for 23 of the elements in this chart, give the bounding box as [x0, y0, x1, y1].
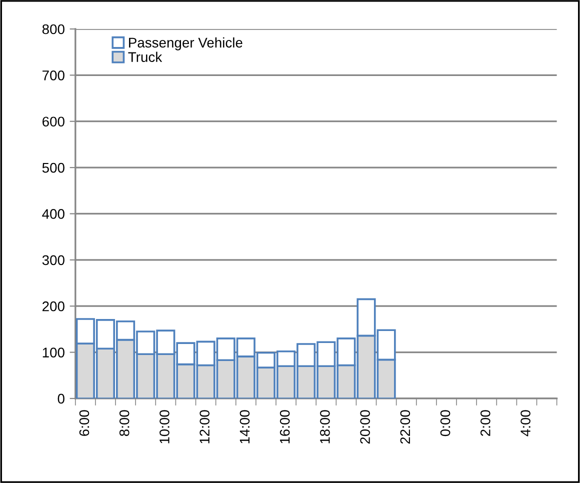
x-tick-label: 16:00: [280, 410, 290, 444]
x-tick-label: 14:00: [240, 410, 250, 444]
y-tick-label: 700: [42, 70, 64, 80]
x-tick-label: 12:00: [200, 410, 210, 444]
x-tick-label: 6:00: [79, 410, 90, 436]
y-tick-label: 500: [42, 162, 64, 173]
y-tick-label: 200: [42, 301, 64, 312]
x-tick-label: 2:00: [480, 410, 490, 436]
x-tick-label: 8:00: [119, 410, 130, 436]
x-tick-label: 0:00: [440, 410, 450, 436]
y-tick-label: 300: [42, 255, 64, 266]
y-tick-label: 600: [42, 116, 64, 127]
x-tick-label: 4:00: [520, 410, 530, 436]
x-tick-label: 10:00: [160, 410, 170, 444]
x-tick-label: 18:00: [320, 410, 330, 444]
x-tick-label: 20:00: [360, 410, 370, 444]
x-tick-label: 22:00: [400, 410, 410, 444]
y-tick-label: 100: [42, 348, 64, 358]
legend-label: Truck: [128, 52, 162, 62]
y-tick-label: 800: [42, 24, 64, 34]
legend-label: Passenger Vehicle: [129, 37, 242, 50]
y-tick-label: 400: [42, 209, 64, 219]
y-tick-label: 0: [58, 394, 64, 404]
